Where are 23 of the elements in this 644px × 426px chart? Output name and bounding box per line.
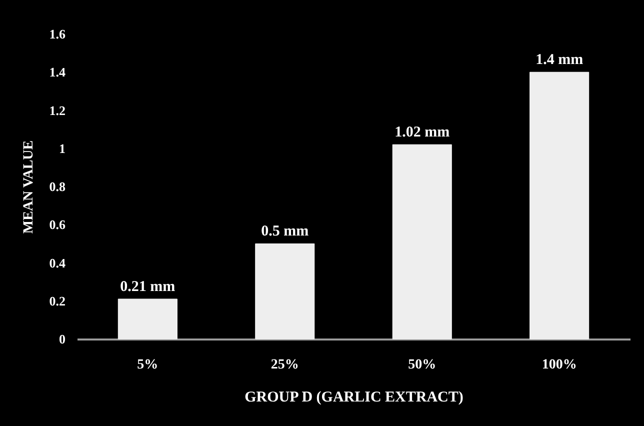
y-tick-label: 1.2 <box>49 102 66 118</box>
x-tick-label: 5% <box>137 358 158 372</box>
y-tick-label: 0.2 <box>49 293 66 308</box>
data-label: 1.4 mm <box>536 52 584 68</box>
y-tick-label: 0 <box>59 332 66 346</box>
data-label: 0.21 mm <box>120 278 176 295</box>
data-label: 0.5 mm <box>261 224 310 240</box>
y-tick-label: 1.6 <box>49 26 66 42</box>
data-label: 1.02 mm <box>394 124 450 141</box>
bar <box>392 144 452 340</box>
y-tick-label: 1 <box>59 140 66 156</box>
x-tick-label: 50% <box>408 358 436 372</box>
x-axis-title: GROUP D (GARLIC EXTRACT) <box>244 390 464 406</box>
y-tick-label: 0.6 <box>49 217 66 232</box>
y-tick-label: 0.8 <box>49 179 66 194</box>
bar <box>118 298 178 340</box>
x-tick-label: 25% <box>270 358 299 372</box>
y-tick-label: 0.4 <box>49 255 66 270</box>
y-tick-label: 1.4 <box>49 64 66 80</box>
bar <box>255 243 315 340</box>
bar <box>530 72 590 340</box>
x-tick-label: 100% <box>542 358 577 372</box>
y-axis-title: MEAN VALUE <box>21 140 36 234</box>
